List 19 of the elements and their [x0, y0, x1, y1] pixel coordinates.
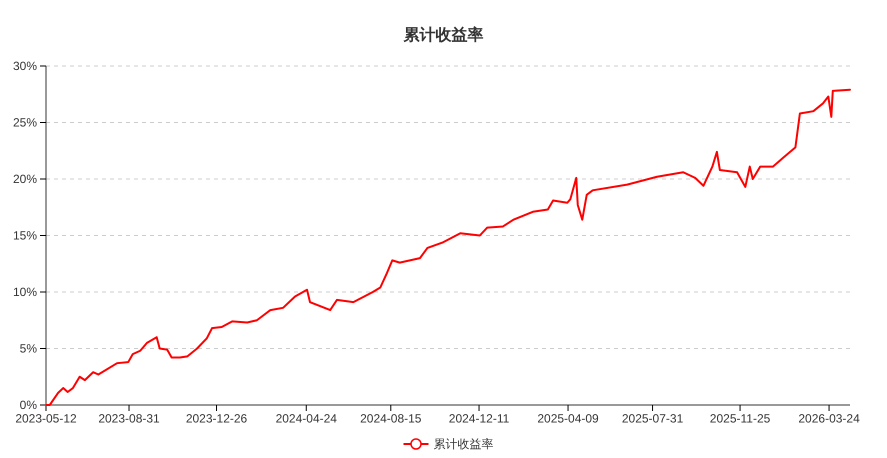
x-tick-label: 2023-12-26	[186, 412, 248, 426]
legend-label: 累计收益率	[434, 437, 494, 451]
x-tick-label: 2026-03-24	[798, 412, 860, 426]
x-tick-label: 2024-04-24	[276, 412, 338, 426]
y-tick-label: 15%	[12, 228, 38, 242]
y-tick-label: 20%	[12, 172, 38, 186]
y-tick-label: 5%	[20, 341, 38, 356]
x-tick-label: 2025-04-09	[537, 412, 600, 426]
x-tick-label: 2024-12-11	[448, 412, 510, 426]
x-tick-label: 2025-11-25	[710, 412, 771, 426]
chart-title: 累计收益率	[402, 25, 484, 44]
x-tick-label: 2024-08-15	[360, 412, 422, 426]
y-tick-label: 0%	[20, 398, 38, 412]
x-tick-label: 2025-07-31	[622, 412, 684, 426]
x-tick-label: 2023-05-12	[15, 412, 78, 426]
y-tick-label: 30%	[12, 58, 38, 73]
y-tick-label: 25%	[12, 115, 38, 130]
y-tick-label: 10%	[12, 284, 38, 299]
x-tick-label: 2023-08-31	[98, 412, 160, 426]
